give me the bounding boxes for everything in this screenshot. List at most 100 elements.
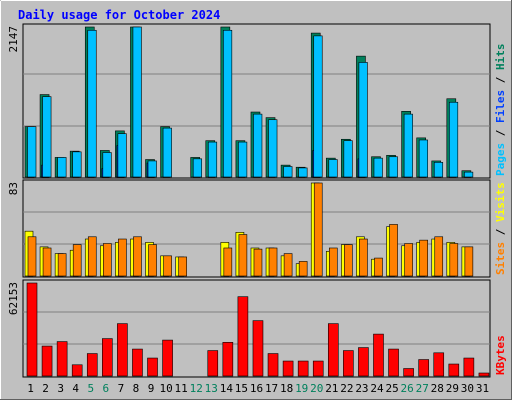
bar-kbytes-18 bbox=[282, 360, 294, 377]
bar-sites-19 bbox=[298, 261, 308, 277]
bar-sites-27 bbox=[419, 239, 428, 277]
x-tick-label-5: 5 bbox=[87, 382, 94, 395]
bar-sites-3 bbox=[57, 253, 67, 277]
bar-kbytes-15 bbox=[237, 296, 249, 377]
bar-sites-18 bbox=[283, 253, 293, 277]
x-tick-label-27: 27 bbox=[416, 382, 429, 395]
bar-sites-28 bbox=[434, 236, 444, 277]
bar-kbytes-24 bbox=[373, 333, 384, 377]
bar-sites-8 bbox=[133, 236, 142, 277]
bar-kbytes-8 bbox=[132, 348, 143, 377]
bar-sites-1 bbox=[27, 236, 37, 277]
x-tick-label-4: 4 bbox=[72, 382, 79, 395]
bar-sites-10 bbox=[163, 255, 172, 277]
x-tick-label-2: 2 bbox=[42, 382, 49, 395]
x-tick-label-18: 18 bbox=[280, 382, 293, 395]
x-tick-label-10: 10 bbox=[159, 382, 172, 395]
bar-kbytes-7 bbox=[117, 323, 128, 377]
bar-pages-6 bbox=[102, 152, 112, 178]
x-tick-label-11: 11 bbox=[175, 382, 188, 395]
bar-pages-27 bbox=[418, 139, 428, 178]
x-tick-label-23: 23 bbox=[355, 382, 368, 395]
bar-pages-8 bbox=[132, 26, 142, 178]
bar-kbytes-27 bbox=[418, 359, 429, 377]
x-axis-labels: 1 2 3 4 5 6 7 8 9 10 11 12 13 14 15 16 17 18 19 20 21 22 23 24 2… bbox=[27, 382, 489, 395]
bar-pages-15 bbox=[238, 141, 248, 178]
bar-sites-23 bbox=[359, 238, 368, 277]
panel-3: 62153 KBytes bbox=[7, 279, 507, 378]
bar-sites-26 bbox=[404, 243, 413, 277]
bar-pages-1 bbox=[27, 126, 37, 178]
bar-sites-29 bbox=[449, 243, 459, 277]
bar-kbytes-14 bbox=[222, 342, 234, 377]
bar-kbytes-22 bbox=[343, 350, 354, 377]
bar-kbytes-10 bbox=[162, 339, 173, 377]
bar-kbytes-19 bbox=[297, 360, 309, 377]
bar-kbytes-29 bbox=[448, 363, 460, 377]
series-legend: KBytes bbox=[494, 335, 507, 375]
bar-pages-26 bbox=[403, 113, 413, 178]
x-tick-label-22: 22 bbox=[340, 382, 353, 395]
bar-pages-22 bbox=[343, 140, 353, 178]
bar-sites-21 bbox=[328, 247, 338, 277]
bar-sites-9 bbox=[148, 244, 157, 277]
x-tick-label-1: 1 bbox=[27, 382, 34, 395]
x-tick-label-31: 31 bbox=[476, 382, 489, 395]
bar-pages-2 bbox=[42, 96, 52, 178]
bar-pages-28 bbox=[433, 162, 444, 178]
chart-panels: 2147 Pages / Files / Hits 83 Sites / Visits… bbox=[7, 23, 507, 378]
bar-pages-18 bbox=[283, 166, 293, 178]
x-tick-label-19: 19 bbox=[295, 382, 308, 395]
bar-pages-17 bbox=[268, 119, 278, 178]
bar-sites-5 bbox=[87, 236, 97, 277]
bar-pages-19 bbox=[298, 167, 308, 178]
bar-kbytes-26 bbox=[403, 368, 414, 377]
legend-hits: Hits bbox=[494, 44, 507, 71]
bar-pages-24 bbox=[373, 157, 383, 178]
bar-pages-16 bbox=[253, 113, 263, 178]
bar-sites-4 bbox=[72, 244, 82, 277]
legend-files: Files bbox=[494, 90, 507, 123]
bar-sites-20 bbox=[313, 182, 323, 277]
bar-kbytes-1 bbox=[26, 282, 38, 377]
x-tick-label-20: 20 bbox=[310, 382, 323, 395]
x-tick-label-14: 14 bbox=[220, 382, 234, 395]
legend-separator: / bbox=[494, 123, 507, 143]
y-max-label: 62153 bbox=[7, 282, 20, 315]
bar-sites-15 bbox=[238, 234, 248, 277]
bar-pages-29 bbox=[449, 101, 459, 178]
x-tick-label-21: 21 bbox=[325, 382, 338, 395]
bar-sites-14 bbox=[223, 247, 233, 277]
bar-pages-3 bbox=[57, 157, 67, 178]
legend-visits: Visits bbox=[494, 182, 507, 222]
bar-pages-14 bbox=[223, 29, 233, 178]
bar-pages-12 bbox=[192, 158, 203, 178]
y-max-label: 83 bbox=[7, 182, 20, 195]
bar-pages-30 bbox=[464, 171, 474, 178]
bar-sites-17 bbox=[268, 247, 278, 277]
bar-kbytes-23 bbox=[358, 347, 369, 377]
bar-kbytes-2 bbox=[41, 345, 53, 377]
x-tick-label-26: 26 bbox=[401, 382, 414, 395]
bar-kbytes-16 bbox=[252, 320, 264, 377]
bar-kbytes-4 bbox=[71, 364, 83, 377]
bar-pages-9 bbox=[147, 160, 157, 178]
panel-1: 2147 Pages / Files / Hits bbox=[7, 23, 507, 179]
bar-sites-25 bbox=[389, 224, 398, 277]
bar-kbytes-28 bbox=[433, 352, 445, 377]
x-tick-label-28: 28 bbox=[431, 382, 444, 395]
x-tick-label-24: 24 bbox=[370, 382, 384, 395]
bar-sites-16 bbox=[253, 248, 263, 277]
x-tick-label-17: 17 bbox=[265, 382, 278, 395]
bar-sites-6 bbox=[103, 243, 112, 277]
bar-pages-13 bbox=[207, 141, 218, 178]
x-tick-label-15: 15 bbox=[235, 382, 248, 395]
bar-pages-10 bbox=[162, 127, 172, 178]
bar-kbytes-6 bbox=[102, 338, 113, 377]
x-tick-label-7: 7 bbox=[118, 382, 125, 395]
bar-sites-11 bbox=[178, 256, 187, 277]
bar-sites-7 bbox=[118, 238, 127, 277]
bar-pages-7 bbox=[117, 133, 127, 178]
bar-sites-24 bbox=[374, 257, 383, 277]
x-tick-label-9: 9 bbox=[148, 382, 155, 395]
